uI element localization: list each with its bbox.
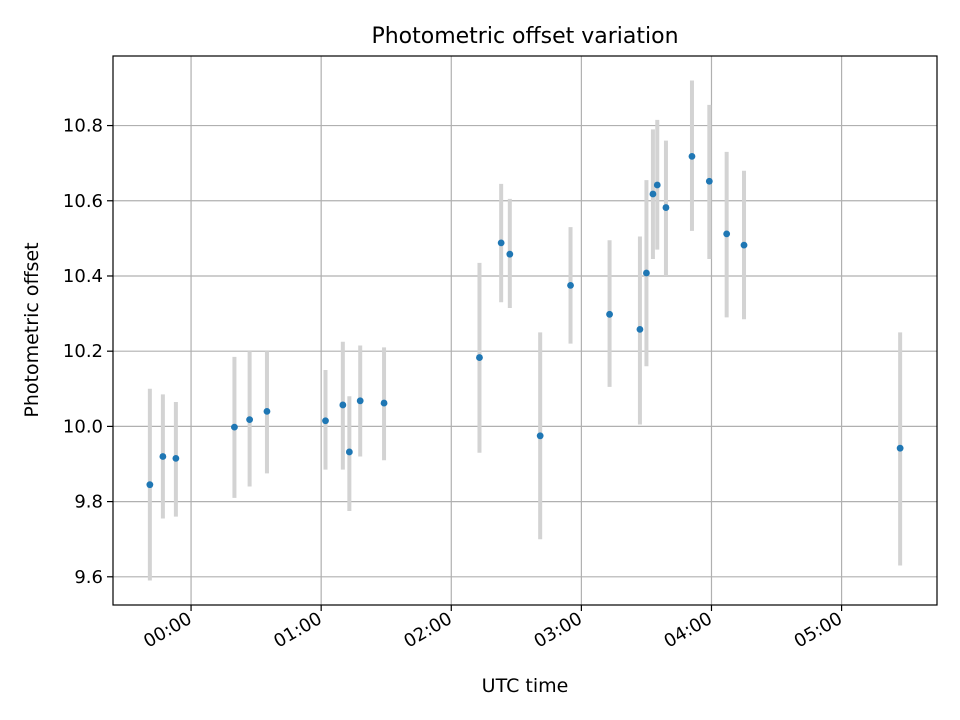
x-axis-label: UTC time (482, 675, 569, 697)
data-point (322, 417, 329, 425)
data-point (159, 453, 167, 460)
data-point (567, 281, 574, 289)
point-layer (146, 152, 904, 489)
data-point (506, 250, 514, 258)
data-point (896, 444, 904, 452)
y-tick-label: 10.4 (63, 266, 103, 287)
data-point (380, 399, 388, 407)
data-point (172, 454, 180, 462)
data-point (705, 177, 713, 185)
data-point (723, 230, 731, 238)
y-tick-label: 10.2 (63, 341, 103, 362)
y-tick-label: 9.8 (74, 492, 103, 513)
data-point (339, 401, 347, 409)
data-point (606, 310, 613, 318)
y-tick-label: 10.6 (63, 191, 103, 212)
data-point (231, 423, 238, 431)
data-point (536, 432, 544, 440)
y-axis-label: Photometric offset (21, 242, 43, 417)
y-axis-ticks: 9.6 9.8 10.0 10.2 10.4 10.6 10.8 (63, 116, 113, 588)
chart-title: Photometric offset variation (371, 24, 678, 49)
data-point (356, 397, 364, 405)
x-axis-ticks: 00:00 01:00 02:00 03:00 04:00 05:00 (140, 605, 846, 652)
data-point (688, 152, 696, 160)
data-point (345, 448, 353, 456)
plot-frame (112, 55, 938, 606)
data-point (476, 354, 483, 361)
data-point (740, 241, 748, 249)
data-point (146, 481, 154, 489)
data-point (246, 416, 254, 424)
data-point (497, 239, 505, 247)
data-point (643, 269, 650, 277)
y-tick-label: 10.8 (63, 116, 103, 137)
data-point (263, 407, 271, 415)
y-tick-label: 9.6 (74, 567, 103, 588)
y-tick-label: 10.0 (63, 416, 103, 437)
data-point (662, 204, 670, 211)
data-point (636, 325, 644, 333)
data-point (649, 190, 657, 198)
data-point (653, 181, 661, 189)
